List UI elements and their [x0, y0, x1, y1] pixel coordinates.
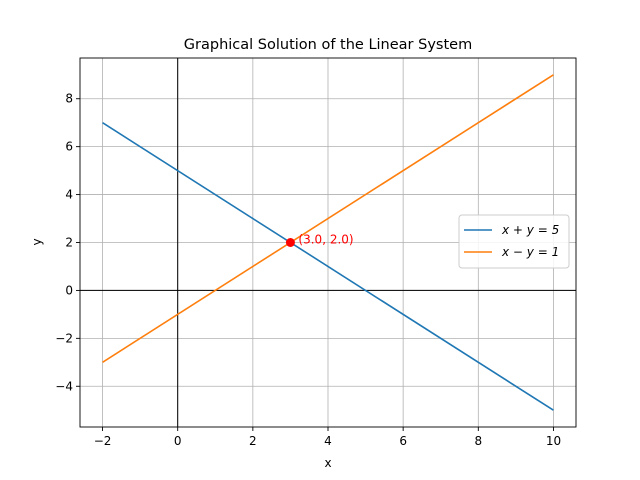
- y-tick-label: −4: [55, 379, 73, 393]
- x-axis-label: x: [324, 456, 331, 470]
- plot-area: (3.0, 2.0) −2 0 2 4 6 8 10 −4 −2 0 2 4 6 8 x + y = 5 x −…: [55, 57, 577, 448]
- legend-label-1: x + y = 5: [501, 223, 559, 237]
- y-axis-label: y: [30, 238, 44, 245]
- intersection-label: (3.0, 2.0): [298, 233, 353, 247]
- x-tick-label: 10: [546, 434, 561, 448]
- y-tick-label: 2: [65, 236, 73, 250]
- x-tick-label: 2: [249, 434, 257, 448]
- y-tick-label: −2: [55, 331, 73, 345]
- x-tick-label: 8: [474, 434, 482, 448]
- legend-box: [458, 214, 570, 269]
- legend: x + y = 5 x − y = 1: [458, 214, 570, 269]
- series-line-1: [102, 122, 554, 411]
- y-tick-label: 6: [65, 140, 73, 154]
- x-tick-label: 0: [174, 434, 182, 448]
- legend-label-2: x − y = 1: [501, 245, 559, 259]
- x-tick-label: 4: [324, 434, 332, 448]
- y-tick-label: 8: [65, 92, 73, 106]
- intersection-point: [285, 238, 295, 247]
- x-tick-label: 6: [399, 434, 407, 448]
- y-tick-label: 4: [65, 188, 73, 202]
- x-tick-label: −2: [94, 434, 112, 448]
- y-tick-label: 0: [65, 283, 73, 297]
- chart-title: Graphical Solution of the Linear System: [184, 37, 472, 53]
- series-line-2: [102, 74, 554, 363]
